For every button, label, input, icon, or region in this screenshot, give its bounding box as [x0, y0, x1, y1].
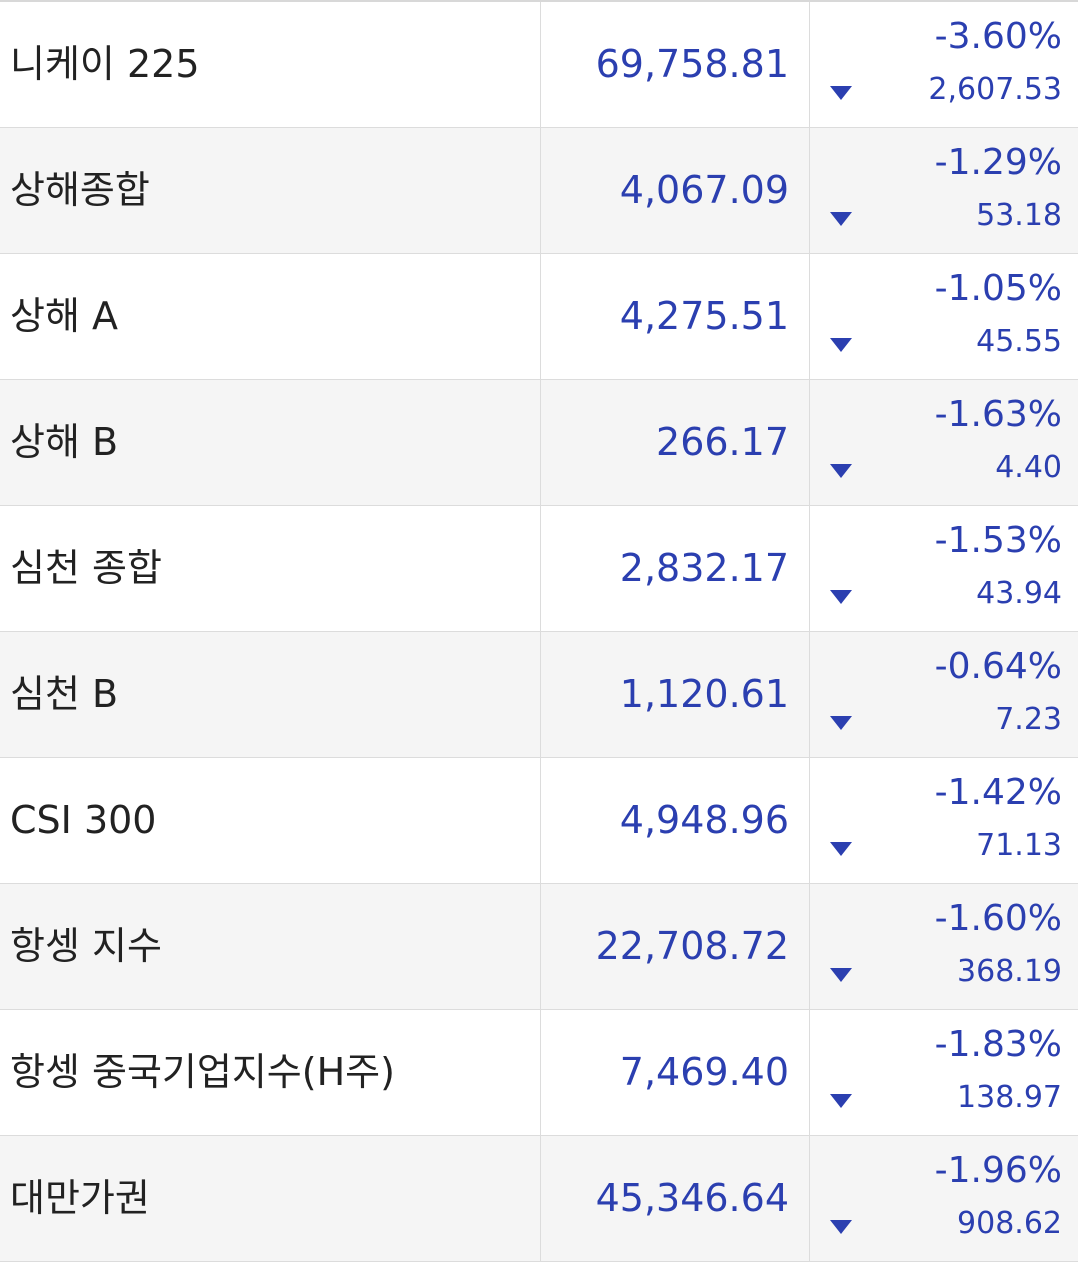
index-row[interactable]: 심천 종합 2,832.17 -1.53% 43.94	[0, 506, 1078, 632]
index-name: 니케이 225	[10, 42, 200, 86]
down-arrow	[830, 590, 852, 604]
index-price: 7,469.40	[540, 1010, 810, 1135]
index-name: 상해 B	[10, 420, 119, 464]
index-row[interactable]: 항셍 중국기업지수(H주) 7,469.40 -1.83% 138.97	[0, 1010, 1078, 1136]
index-row[interactable]: 심천 B 1,120.61 -0.64% 7.23	[0, 632, 1078, 758]
change-amount: 71.13	[976, 828, 1062, 863]
change-percent: -0.64%	[934, 646, 1062, 687]
change-amount: 4.40	[995, 450, 1062, 485]
index-row[interactable]: 항셍 지수 22,708.72 -1.60% 368.19	[0, 884, 1078, 1010]
index-price: 22,708.72	[540, 884, 810, 1009]
index-name: 항셍 중국기업지수(H주)	[10, 1050, 395, 1094]
down-arrow	[830, 464, 852, 478]
index-name: 심천 B	[10, 672, 119, 716]
change-amount: 7.23	[995, 702, 1062, 737]
change-amount: 43.94	[976, 576, 1062, 611]
change-percent: -1.05%	[934, 268, 1062, 309]
change-amount: 53.18	[976, 198, 1062, 233]
index-row[interactable]: 니케이 225 69,758.81 -3.60% 2,607.53	[0, 2, 1078, 128]
change-percent: -1.60%	[934, 898, 1062, 939]
change-amount: 138.97	[957, 1080, 1062, 1115]
index-price: 4,948.96	[540, 758, 810, 883]
index-row[interactable]: 상해 A 4,275.51 -1.05% 45.55	[0, 254, 1078, 380]
index-price: 2,832.17	[540, 506, 810, 631]
index-price: 45,346.64	[540, 1136, 810, 1261]
index-row[interactable]: 상해종합 4,067.09 -1.29% 53.18	[0, 128, 1078, 254]
index-row[interactable]: 상해 B 266.17 -1.63% 4.40	[0, 380, 1078, 506]
index-name: 상해 A	[10, 294, 118, 338]
index-row[interactable]: CSI 300 4,948.96 -1.42% 71.13	[0, 758, 1078, 884]
down-arrow	[830, 716, 852, 730]
down-arrow	[830, 1220, 852, 1234]
index-price: 4,275.51	[540, 254, 810, 379]
change-amount: 908.62	[957, 1206, 1062, 1241]
down-arrow	[830, 338, 852, 352]
index-price: 1,120.61	[540, 632, 810, 757]
change-amount: 45.55	[976, 324, 1062, 359]
down-arrow	[830, 86, 852, 100]
change-percent: -1.63%	[934, 394, 1062, 435]
index-name: CSI 300	[10, 798, 157, 842]
change-percent: -1.29%	[934, 142, 1062, 183]
change-percent: -1.42%	[934, 772, 1062, 813]
change-amount: 2,607.53	[928, 72, 1062, 107]
down-arrow	[830, 968, 852, 982]
change-percent: -1.83%	[934, 1024, 1062, 1065]
down-arrow	[830, 1094, 852, 1108]
down-arrow	[830, 842, 852, 856]
index-row[interactable]: 대만가권 45,346.64 -1.96% 908.62	[0, 1136, 1078, 1262]
index-name: 대만가권	[10, 1176, 150, 1220]
index-price: 4,067.09	[540, 128, 810, 253]
change-percent: -1.96%	[934, 1150, 1062, 1191]
index-price: 69,758.81	[540, 2, 810, 127]
change-amount: 368.19	[957, 954, 1062, 989]
index-name: 심천 종합	[10, 546, 162, 590]
index-name: 항셍 지수	[10, 924, 162, 968]
index-price: 266.17	[540, 380, 810, 505]
down-arrow	[830, 212, 852, 226]
change-percent: -3.60%	[934, 16, 1062, 57]
index-name: 상해종합	[10, 168, 150, 212]
change-percent: -1.53%	[934, 520, 1062, 561]
